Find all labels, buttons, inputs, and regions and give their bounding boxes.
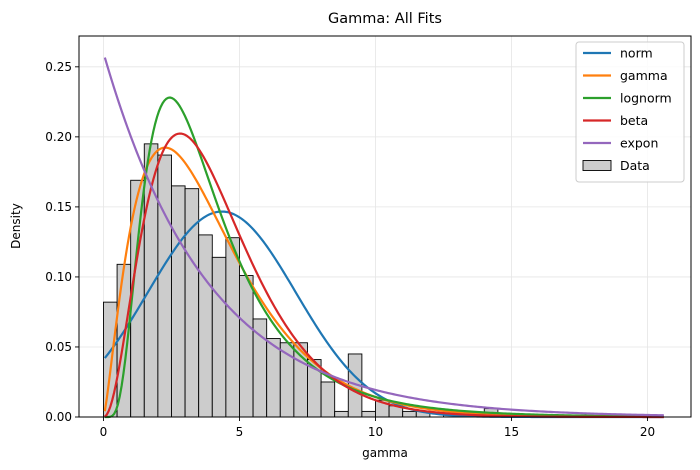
y-tick-label: 0.15 xyxy=(45,200,72,214)
histogram-bar xyxy=(361,410,376,418)
histogram-bar xyxy=(171,185,186,418)
histogram-bar xyxy=(198,234,213,418)
y-axis-ticks: 0.00 0.05 0.10 0.15 0.20 0.25 xyxy=(45,60,79,424)
x-axis-label: gamma xyxy=(362,446,408,460)
x-tick-label: 10 xyxy=(368,425,383,439)
legend: norm gamma lognorm beta expon Data xyxy=(575,41,685,183)
legend-label-beta: beta xyxy=(620,113,648,128)
curve-expon xyxy=(103,57,664,417)
x-axis-ticks: 0 5 10 15 20 xyxy=(100,417,655,439)
histogram-bar xyxy=(252,318,268,418)
y-axis-label: Density xyxy=(9,203,23,249)
legend-swatch-data xyxy=(582,160,612,171)
x-tick-label: 20 xyxy=(640,425,655,439)
chart-title: Gamma: All Fits xyxy=(328,11,442,27)
histogram-bar xyxy=(157,154,172,418)
y-tick-label: 0.00 xyxy=(45,410,72,424)
legend-label-gamma: gamma xyxy=(620,68,668,83)
y-tick-label: 0.10 xyxy=(45,270,72,284)
plot-frame xyxy=(78,35,692,418)
histogram-bar xyxy=(239,275,254,418)
histogram-bar xyxy=(225,237,240,418)
legend-label-lognorm: lognorm xyxy=(620,91,672,106)
y-tick-label: 0.20 xyxy=(45,130,72,144)
histogram-bar xyxy=(320,381,336,418)
legend-label-data: Data xyxy=(620,158,650,173)
x-tick-label: 0 xyxy=(100,425,108,439)
histogram-bar xyxy=(402,410,417,418)
legend-label-norm: norm xyxy=(620,46,653,61)
legend-box xyxy=(575,41,685,183)
y-tick-label: 0.25 xyxy=(45,60,72,74)
histogram-bar xyxy=(211,256,227,418)
y-tick-label: 0.05 xyxy=(45,340,72,354)
histogram-bar xyxy=(266,338,281,418)
histogram-bar xyxy=(334,410,349,418)
x-tick-label: 15 xyxy=(504,425,519,439)
x-tick-label: 5 xyxy=(236,425,244,439)
legend-label-expon: expon xyxy=(620,136,658,151)
